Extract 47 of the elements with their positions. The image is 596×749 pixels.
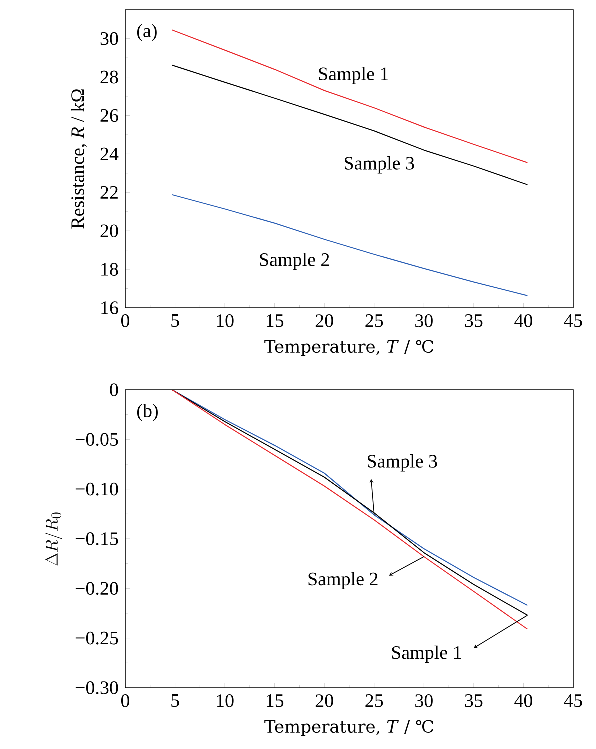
y-tick-label: 24 bbox=[100, 148, 118, 160]
y-tick-label: 30 bbox=[100, 32, 118, 46]
x-tick-label: 15 bbox=[266, 314, 284, 328]
x-tick-label: 30 bbox=[415, 314, 433, 328]
y-tick-label: −0.20 bbox=[76, 582, 118, 596]
x-tick-label: 45 bbox=[564, 694, 582, 708]
annotation: (b) bbox=[137, 404, 158, 422]
x-tick-label: 30 bbox=[415, 694, 433, 708]
x-tick-label: 5 bbox=[171, 694, 180, 708]
x-axis-title: Temperature, T / ℃ bbox=[264, 720, 434, 736]
y-tick-label: −0.05 bbox=[76, 433, 118, 446]
x-tick-label: 35 bbox=[465, 314, 482, 328]
x-tick-label: 10 bbox=[216, 694, 234, 708]
x-tick-label: 20 bbox=[316, 694, 334, 708]
x-tick-label: 25 bbox=[365, 314, 383, 328]
x-tick-label: 15 bbox=[266, 694, 284, 708]
x-tick-label: 10 bbox=[216, 314, 234, 328]
annotation: Sample 2 bbox=[308, 572, 378, 590]
y-tick-label: 0 bbox=[110, 384, 118, 396]
x-tick-label: 20 bbox=[316, 314, 334, 328]
y-tick-label: 22 bbox=[100, 186, 118, 199]
annotation: (a) bbox=[137, 24, 157, 42]
x-tick-label: 0 bbox=[121, 314, 130, 328]
y-tick-label: 28 bbox=[100, 70, 118, 84]
annotation: Sample 1 bbox=[392, 646, 461, 664]
y-tick-label: 26 bbox=[100, 109, 118, 122]
series-label: Sample 1 bbox=[319, 67, 388, 84]
y-axis-title: $\Delta R/R_{0}$ bbox=[44, 512, 62, 566]
x-tick-label: 45 bbox=[564, 314, 582, 328]
x-tick-label: 5 bbox=[171, 314, 180, 328]
x-tick-label: 40 bbox=[514, 314, 532, 328]
y-tick-label: −0.25 bbox=[76, 632, 118, 645]
x-tick-label: 35 bbox=[465, 694, 482, 708]
y-tick-label: −0.30 bbox=[76, 682, 118, 694]
x-tick-label: 25 bbox=[365, 694, 383, 708]
x-axis-title: Temperature, T / ℃ bbox=[264, 340, 434, 356]
x-tick-label: 40 bbox=[514, 694, 532, 708]
y-tick-label: 16 bbox=[101, 302, 118, 314]
y-axis-title: Resistance, R / kΩ bbox=[70, 90, 87, 229]
y-tick-label: −0.15 bbox=[76, 532, 118, 546]
y-tick-label: 18 bbox=[101, 263, 118, 276]
annotation: Sample 3 bbox=[368, 454, 438, 472]
x-tick-label: 0 bbox=[121, 694, 130, 708]
series-label: Sample 2 bbox=[260, 252, 329, 270]
y-tick-label: −0.10 bbox=[76, 482, 118, 496]
y-tick-label: 20 bbox=[100, 224, 118, 238]
series-label: Sample 3 bbox=[344, 156, 414, 174]
